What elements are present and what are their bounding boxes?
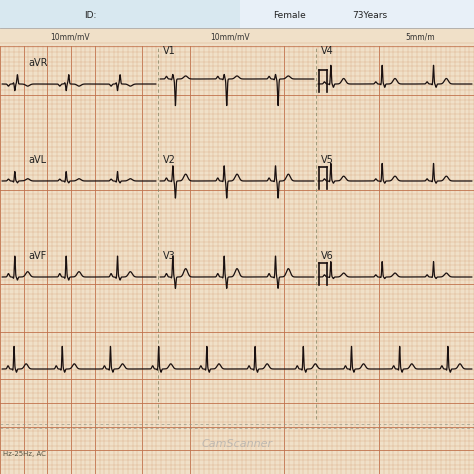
Text: aVR: aVR [28, 58, 47, 68]
Text: V6: V6 [321, 251, 334, 261]
Text: 10mm/mV: 10mm/mV [210, 33, 250, 42]
Text: aVL: aVL [28, 155, 46, 165]
Text: V4: V4 [321, 46, 334, 56]
Text: ID:: ID: [84, 10, 96, 19]
Text: V3: V3 [163, 251, 176, 261]
Text: 73Years: 73Years [353, 10, 388, 19]
Text: V1: V1 [163, 46, 176, 56]
Text: CamScanner: CamScanner [201, 439, 273, 449]
Text: 10mm/mV: 10mm/mV [50, 33, 90, 42]
Text: V2: V2 [163, 155, 176, 165]
Text: Female: Female [273, 10, 306, 19]
Bar [240, 0, 474, 28]
Text: V5: V5 [321, 155, 334, 165]
Bar [0, 0, 240, 28]
Text: 5mm/m: 5mm/m [405, 33, 435, 42]
Text: aVF: aVF [28, 251, 46, 261]
Text: Hz-25Hz, AC: Hz-25Hz, AC [3, 451, 46, 457]
